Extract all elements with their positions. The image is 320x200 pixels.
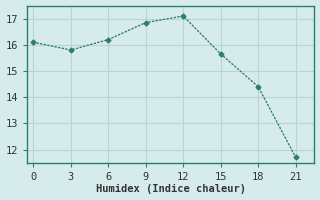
X-axis label: Humidex (Indice chaleur): Humidex (Indice chaleur)	[96, 184, 246, 194]
